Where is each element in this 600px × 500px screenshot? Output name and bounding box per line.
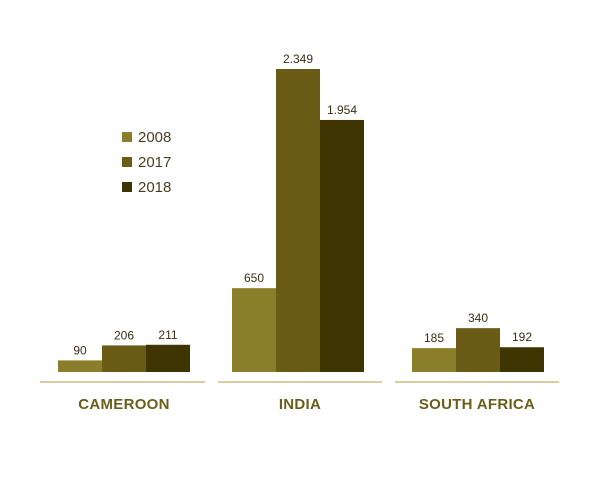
legend-label-2008: 2008 <box>138 129 171 146</box>
value-label: 185 <box>424 331 444 345</box>
bar-cameroon-2017 <box>102 345 146 372</box>
legend-swatch-2008 <box>122 132 132 142</box>
bar-south-africa-2008 <box>412 348 456 372</box>
bar-cameroon-2008 <box>58 360 102 372</box>
bar-india-2008 <box>232 288 276 372</box>
value-label: 2.349 <box>283 52 313 66</box>
legend: 2008 2017 2018 <box>122 129 171 196</box>
bar-south-africa-2017 <box>456 328 500 372</box>
value-label: 340 <box>468 311 488 325</box>
bars <box>58 69 544 372</box>
value-label: 90 <box>73 343 87 357</box>
value-label: 192 <box>512 330 532 344</box>
legend-swatch-2018 <box>122 182 132 192</box>
bar-india-2017 <box>276 69 320 372</box>
value-label: 211 <box>158 328 177 342</box>
legend-label-2017: 2017 <box>138 154 171 171</box>
category-label: SOUTH AFRICA <box>419 396 535 413</box>
category-labels: CAMEROON INDIA SOUTH AFRICA <box>78 396 535 413</box>
category-label: INDIA <box>279 396 321 413</box>
value-label: 650 <box>244 271 264 285</box>
value-labels: 90 206 211 650 2.349 1.954 185 340 192 <box>73 52 532 357</box>
bar-cameroon-2018 <box>146 344 190 372</box>
bar-south-africa-2018 <box>500 347 544 372</box>
value-label: 1.954 <box>327 103 357 117</box>
category-label: CAMEROON <box>78 396 170 413</box>
legend-label-2018: 2018 <box>138 179 171 196</box>
bar-india-2018 <box>320 119 364 372</box>
legend-swatch-2017 <box>122 157 132 167</box>
value-label: 206 <box>114 328 134 342</box>
